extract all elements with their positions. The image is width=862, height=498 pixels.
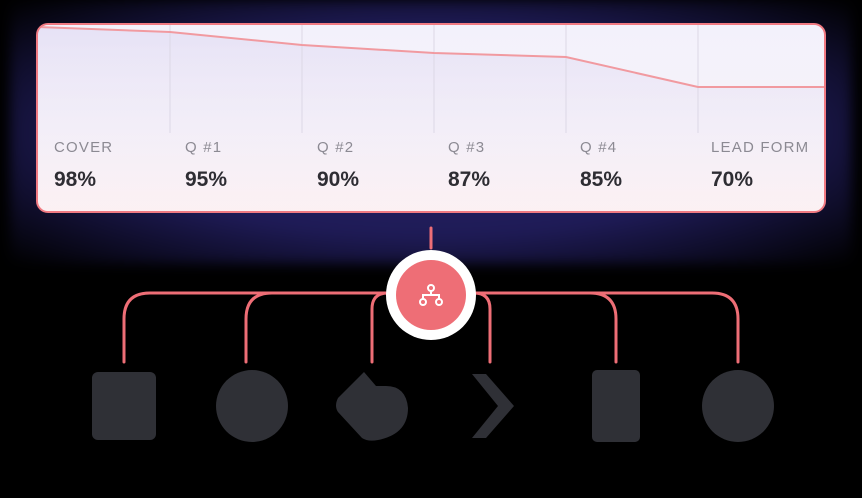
stage-label: COVER (54, 139, 114, 156)
round-app-icon (702, 370, 774, 442)
stage-q2: Q #2 90% (317, 139, 449, 192)
stage-value: 85% (580, 168, 623, 191)
stage-value: 70% (711, 168, 754, 191)
stage-value: 95% (185, 168, 228, 191)
leaf-app-icon (336, 372, 408, 441)
funnel-area (38, 27, 824, 211)
integration-round-app (700, 368, 776, 444)
stage-value: 90% (317, 168, 360, 191)
integration-tablet (578, 368, 654, 444)
integration-leaf-app (334, 368, 410, 444)
funnel-line (38, 26, 824, 88)
connector-tablet (472, 291, 618, 364)
stage-label: Q #3 (448, 139, 486, 156)
stage-q4: Q #4 85% (580, 139, 712, 192)
funnel-card: COVER 98% Q #1 95% Q #2 90% Q #3 87% Q #… (36, 23, 826, 213)
connector-leaf-app (370, 291, 390, 364)
stage-label: LEAD FORM (711, 139, 810, 156)
tablet-icon (592, 370, 640, 442)
chevron-right-icon (472, 374, 514, 438)
integration-circle-app (214, 368, 290, 444)
connector-round-app (472, 291, 740, 364)
document-icon (92, 372, 156, 440)
stage-q3: Q #3 87% (448, 139, 580, 192)
stage-value: 87% (448, 168, 491, 191)
connector-circle-app (244, 291, 390, 364)
integration-document (86, 368, 162, 444)
stage-cover: COVER 98% (54, 139, 186, 192)
stage-value: 98% (54, 168, 97, 191)
stage-label: Q #2 (317, 139, 355, 156)
integration-chevron (456, 368, 532, 444)
stage-label: Q #1 (185, 139, 223, 156)
circle-app-icon (216, 370, 288, 442)
funnel-chart (38, 25, 824, 211)
hub-node (386, 250, 476, 340)
stage-label: Q #4 (580, 139, 618, 156)
branch-icon (419, 284, 443, 306)
stage-lead-form: LEAD FORM 70% (711, 139, 824, 192)
connector-document (122, 291, 390, 364)
stage-q1: Q #1 95% (185, 139, 317, 192)
hub-circle (396, 260, 466, 330)
stage-dividers (169, 25, 699, 133)
connector-chevron (472, 291, 492, 364)
